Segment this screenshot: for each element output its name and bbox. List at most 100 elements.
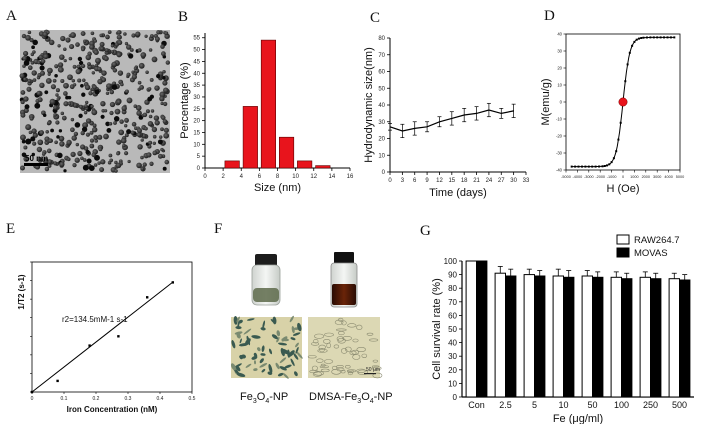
vial-cap [255,254,277,266]
tem-particle [97,66,102,72]
tem-particle [63,82,69,89]
tem-particle [107,160,112,165]
tem-particle [31,128,37,134]
y-tick-label: 60 [448,311,457,320]
x-tick-label: 10 [292,174,299,180]
y-tick-label: 35 [193,83,200,89]
tem-particle [135,31,141,37]
bar-movas [592,276,604,398]
histogram-bar [315,165,331,169]
panel-label-e: E [6,221,15,237]
tem-particle [133,66,138,71]
x-tick-label: -3000 [584,175,594,179]
cell-stain [231,340,236,349]
tem-particle [149,77,154,82]
tem-particle [66,157,71,162]
tem-particle [77,56,83,62]
y-axis-title: Cell survival rate (%) [431,278,443,379]
cell-outline [356,368,366,373]
x-axis-title: H (Oe) [607,183,640,195]
tem-particle [109,89,115,95]
cell-outline [352,338,359,343]
cell-stain [295,346,299,354]
tem-particle [57,44,61,48]
data-point [56,379,59,383]
tem-particle [105,121,110,127]
y-tick-label: 80 [448,284,457,293]
tem-particle [90,31,95,36]
tem-particle [93,135,98,141]
cell-stain [243,328,252,335]
tem-particle [91,152,97,158]
tem-particle [86,158,92,164]
data-point [577,165,580,168]
tem-particle [93,39,97,43]
tem-particle [137,48,142,53]
tem-particle [32,132,38,138]
tem-particle [48,39,55,46]
cell-outline [337,337,346,344]
tem-particle [131,33,136,38]
cell-stain [272,316,277,325]
tem-particle [53,161,58,166]
micrograph-fe3o4 [231,317,302,378]
y-axis-title: M(emu/g) [540,78,552,125]
x-tick-label: 100 [614,400,629,410]
tem-particle [103,56,109,62]
tem-particle [34,102,41,109]
tem-particle [67,95,72,100]
cell-outline [342,335,352,341]
cell-stain [253,368,258,372]
bar-raw264-7 [552,275,564,398]
tem-particle [78,113,83,118]
data-point [608,163,611,166]
tem-particle [46,67,53,74]
tem-particle [140,138,144,142]
legend-label: MOVAS [634,248,668,259]
tem-particle [126,97,133,104]
data-point [633,40,636,43]
cell-stain [291,325,295,334]
x-tick-label: 16 [347,174,354,180]
x-tick-label: 3 [401,178,405,184]
tem-particle [164,31,169,36]
panel-label-b: B [178,9,188,25]
cell-outline [344,346,352,352]
tem-particle [148,140,153,145]
data-point [673,36,676,39]
data-point [587,165,590,168]
tem-particle [80,83,84,88]
tem-particle [82,78,86,83]
data-point [612,157,615,160]
tem-particle [135,105,142,111]
tem-particle [80,31,86,37]
data-point [669,36,672,39]
micrograph-scalebar [364,373,376,375]
y-tick-label: 60 [378,70,385,76]
tem-particle [148,48,153,52]
bar-movas [679,279,691,398]
cell-outline [323,338,331,344]
data-point [598,165,601,168]
tem-particle [59,161,65,167]
x-tick-label: 18 [461,178,468,184]
data-point [601,165,604,168]
tem-particle [147,87,152,91]
cell-outline [334,319,344,325]
data-point [88,344,91,347]
fit-line [31,281,174,393]
tem-particle [57,62,64,68]
x-tick-label: 8 [276,174,280,180]
tem-particle [136,110,142,116]
histogram-bar [278,136,295,169]
cell-stain [261,368,266,373]
panel-label-c: C [370,10,380,26]
tem-particle [93,163,98,167]
tem-particle [165,60,170,65]
tem-particle [23,60,30,66]
cell-outline [336,367,345,372]
tem-particle [113,116,120,122]
tem-particle [56,135,60,139]
tem-particle [127,159,131,164]
cell-outline [338,317,344,322]
